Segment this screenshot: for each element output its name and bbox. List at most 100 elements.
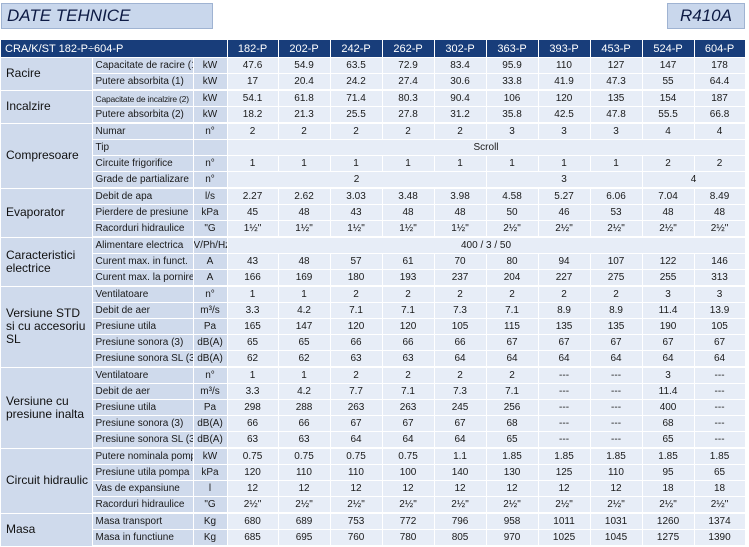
- parameter-label: Masa transport: [92, 513, 194, 530]
- value-cell: 1: [227, 286, 279, 303]
- value-cell: 958: [486, 513, 539, 530]
- model-header-524-p: 524-P: [642, 40, 695, 58]
- value-cell: 7.7: [330, 383, 383, 400]
- value-cell: 27.4: [382, 73, 435, 91]
- value-cell: 780: [382, 529, 435, 547]
- value-cell: 18: [694, 480, 746, 497]
- value-cell: 63: [330, 350, 383, 368]
- parameter-label: Presiune utila pompa: [92, 464, 194, 481]
- table-row: Presiune utila pompa kPa 120 110 110 100 140 13…: [1, 464, 746, 481]
- value-cell: 110: [590, 464, 643, 481]
- value-cell: 12: [382, 480, 435, 497]
- value-cell: 245: [434, 399, 487, 416]
- value-cell: 3: [590, 123, 643, 140]
- value-cell: 140: [434, 464, 487, 481]
- value-cell: 4.2: [278, 302, 331, 319]
- value-cell: 2½": [642, 496, 695, 514]
- table-row: Debit de aer m³/s 3.3 4.2 7.7 7.1 7.3 7.1 --- ---…: [1, 383, 746, 400]
- value-cell: 48: [382, 204, 435, 221]
- value-cell: 48: [278, 204, 331, 221]
- value-cell: 187: [694, 90, 746, 107]
- value-cell: 2: [434, 123, 487, 140]
- value-cell: 67: [382, 415, 435, 432]
- value-cell: 95: [642, 464, 695, 481]
- value-cell: 90.4: [434, 90, 487, 107]
- value-cell: 165: [227, 318, 279, 335]
- value-cell: 288: [278, 399, 331, 416]
- table-row: Circuit hidraulic Putere nominala pompa kW…: [1, 448, 746, 514]
- value-cell: 1½": [382, 220, 435, 238]
- value-cell: 65: [278, 334, 331, 351]
- value-cell: 12: [278, 480, 331, 497]
- value-cell: 41.9: [538, 73, 591, 91]
- value-cell: 7.1: [486, 302, 539, 319]
- model-range-label: CRA/K/ST 182-P÷604-P: [1, 40, 228, 58]
- value-cell: 110: [278, 464, 331, 481]
- value-cell: 3: [642, 286, 695, 303]
- value-cell: 2: [642, 155, 695, 172]
- table-row: Evaporator Debit de apa l/s 2.27 2.62 3.03 3.4…: [1, 188, 746, 238]
- value-cell: 2½": [278, 496, 331, 514]
- value-cell: 3.98: [434, 188, 487, 205]
- model-header-453-p: 453-P: [590, 40, 643, 58]
- value-cell: 1.85: [590, 448, 643, 465]
- value-cell: 62: [227, 350, 279, 368]
- merged-value-cell: 4: [642, 171, 746, 189]
- group-label: Evaporator: [1, 188, 93, 238]
- value-cell: 2: [382, 367, 435, 384]
- parameter-label: Ventilatoare: [92, 286, 194, 303]
- group-label: Circuit hidraulic: [1, 448, 93, 514]
- value-cell: 63: [278, 431, 331, 449]
- value-cell: 83.4: [434, 57, 487, 74]
- value-cell: 63.5: [330, 57, 383, 74]
- value-cell: 3: [694, 286, 746, 303]
- value-cell: 227: [538, 269, 591, 287]
- value-cell: 47.8: [590, 106, 643, 124]
- parameter-label: Presiune sonora SL (3): [92, 350, 194, 368]
- value-cell: 30.6: [434, 73, 487, 91]
- value-cell: 1½": [227, 220, 279, 238]
- table-row: Masa in functiune Kg 685 695 760 780 805 970 102…: [1, 529, 746, 547]
- value-cell: 65: [227, 334, 279, 351]
- value-cell: 95.9: [486, 57, 539, 74]
- value-cell: 1: [227, 367, 279, 384]
- unit-label: kW: [193, 73, 228, 91]
- value-cell: 94: [538, 253, 591, 270]
- value-cell: 3.03: [330, 188, 383, 205]
- unit-label: kW: [193, 90, 228, 107]
- value-cell: 105: [694, 318, 746, 335]
- value-cell: 105: [434, 318, 487, 335]
- value-cell: 1045: [590, 529, 643, 547]
- value-cell: 2: [382, 286, 435, 303]
- value-cell: 2½": [330, 496, 383, 514]
- value-cell: 760: [330, 529, 383, 547]
- model-header-242-p: 242-P: [330, 40, 383, 58]
- group-label: Masa: [1, 513, 93, 547]
- value-cell: 66: [382, 334, 435, 351]
- value-cell: 100: [382, 464, 435, 481]
- value-cell: 55: [642, 73, 695, 91]
- value-cell: 1: [278, 286, 331, 303]
- value-cell: 21.3: [278, 106, 331, 124]
- model-header-182-p: 182-P: [227, 40, 279, 58]
- value-cell: 796: [434, 513, 487, 530]
- parameter-label: Numar: [92, 123, 194, 140]
- value-cell: 4.58: [486, 188, 539, 205]
- value-cell: 2: [330, 286, 383, 303]
- value-cell: 2: [486, 367, 539, 384]
- value-cell: 12: [330, 480, 383, 497]
- table-row: Presiune sonora SL (3) dB(A) 63 63 64 64 64 65-…: [1, 431, 746, 449]
- value-cell: 72.9: [382, 57, 435, 74]
- value-cell: 1: [486, 155, 539, 172]
- value-cell: 263: [382, 399, 435, 416]
- value-cell: 63: [382, 350, 435, 368]
- value-cell: 680: [227, 513, 279, 530]
- value-cell: 110: [330, 464, 383, 481]
- unit-label: n°: [193, 367, 228, 384]
- value-cell: 1½": [278, 220, 331, 238]
- value-cell: 8.9: [590, 302, 643, 319]
- parameter-label: Debit de apa: [92, 188, 194, 205]
- table-row: Versiune STD si cu accesoriu SL Ventilato…: [1, 286, 746, 368]
- unit-label: Kg: [193, 513, 228, 530]
- table-row: Presiune sonora (3) dB(A) 66 66 67 67 67 68 --- -…: [1, 415, 746, 432]
